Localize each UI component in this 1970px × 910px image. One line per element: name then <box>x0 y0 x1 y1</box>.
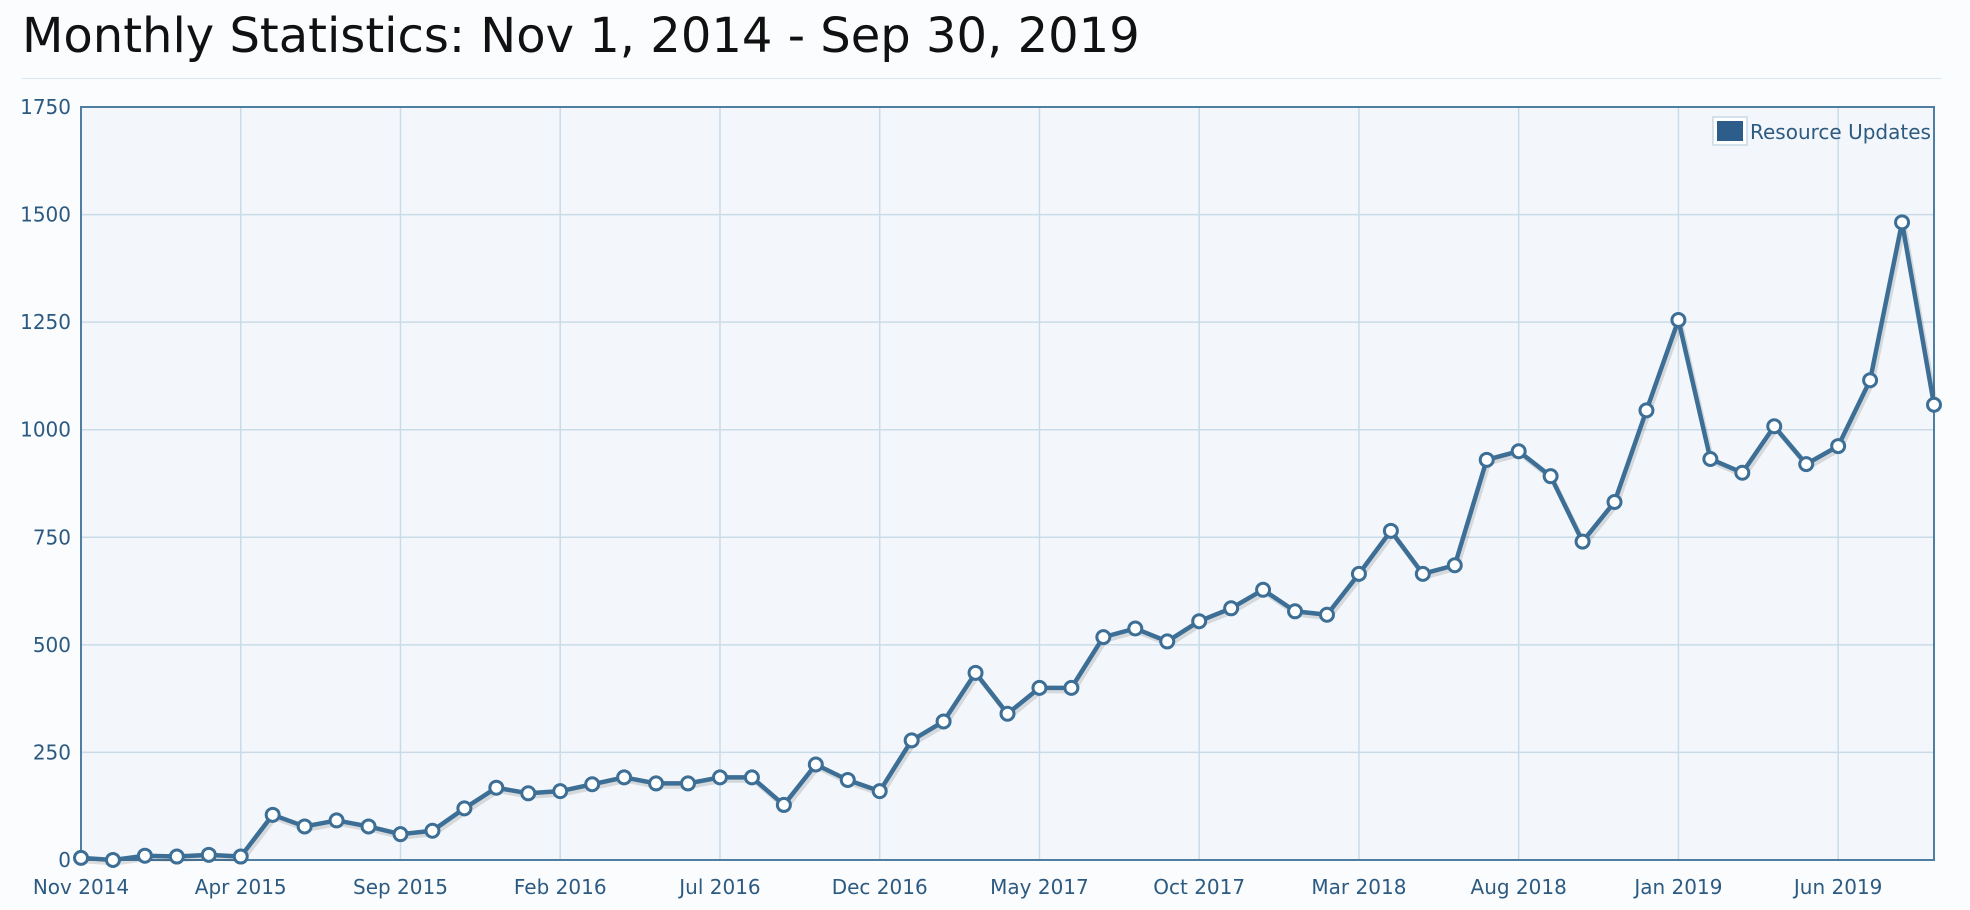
data-point <box>903 732 920 749</box>
data-point <box>1478 451 1495 468</box>
data-point <box>1702 450 1719 467</box>
data-point <box>1063 679 1080 696</box>
x-tick-label: Jun 2019 <box>1792 875 1883 899</box>
data-point <box>1159 633 1176 650</box>
data-point <box>1382 522 1399 539</box>
data-point <box>360 818 377 835</box>
x-tick-label: Sep 2015 <box>353 875 448 899</box>
data-point <box>1318 606 1335 623</box>
x-tick-label: Mar 2018 <box>1311 875 1406 899</box>
data-point <box>392 826 409 843</box>
data-point <box>1255 581 1272 598</box>
data-point <box>680 775 697 792</box>
x-tick-label: May 2017 <box>990 875 1089 899</box>
y-axis-ticks: 0 250 500 750 1000 1250 1500 1750 <box>20 95 71 872</box>
y-tick-label: 1750 <box>20 95 71 119</box>
y-tick-label: 0 <box>58 848 71 872</box>
legend-swatch <box>1717 121 1743 141</box>
data-point <box>1830 438 1847 455</box>
data-point <box>1287 603 1304 620</box>
y-tick-label: 1500 <box>20 203 71 227</box>
data-point <box>743 769 760 786</box>
plot-area <box>81 107 1934 860</box>
y-tick-label: 1000 <box>20 418 71 442</box>
title-divider <box>22 78 1942 79</box>
plot-frame <box>80 106 1935 861</box>
data-point <box>1542 468 1559 485</box>
data-point <box>1446 557 1463 574</box>
data-point <box>616 769 633 786</box>
y-tick-label: 500 <box>33 633 71 657</box>
data-point <box>1798 456 1815 473</box>
x-tick-label: Oct 2017 <box>1153 875 1245 899</box>
data-point <box>1926 396 1942 413</box>
data-point <box>1606 494 1623 511</box>
data-point <box>168 848 185 865</box>
data-point <box>1223 600 1240 617</box>
data-point <box>1095 629 1112 646</box>
data-point <box>520 785 537 802</box>
data-point <box>328 812 345 829</box>
data-point <box>935 713 952 730</box>
series-resource-updates <box>73 214 1942 868</box>
data-point <box>807 756 824 773</box>
legend: Resource Updates <box>1712 116 1931 146</box>
y-tick-label: 1250 <box>20 310 71 334</box>
data-point <box>1350 565 1367 582</box>
data-point <box>1862 372 1879 389</box>
data-point <box>488 779 505 796</box>
data-point <box>1031 679 1048 696</box>
data-point <box>967 664 984 681</box>
data-point <box>552 783 569 800</box>
x-tick-label: Apr 2015 <box>195 875 287 899</box>
data-point <box>264 806 281 823</box>
x-tick-label: Dec 2016 <box>832 875 928 899</box>
data-point <box>200 846 217 863</box>
data-point <box>1670 311 1687 328</box>
data-point <box>711 769 728 786</box>
data-point <box>775 796 792 813</box>
data-point <box>1127 620 1144 637</box>
x-tick-label: Jan 2019 <box>1632 875 1722 899</box>
page-title: Monthly Statistics: Nov 1, 2014 - Sep 30… <box>22 8 1140 64</box>
data-point <box>424 822 441 839</box>
data-point <box>73 849 89 866</box>
data-point <box>1191 613 1208 630</box>
data-point <box>648 775 665 792</box>
x-axis-ticks: Nov 2014 Apr 2015 Sep 2015 Feb 2016 Jul 2016… <box>33 875 1883 899</box>
x-tick-label: Jul 2016 <box>677 875 760 899</box>
data-point <box>232 848 249 865</box>
data-point <box>296 818 313 835</box>
data-point <box>999 705 1016 722</box>
data-point <box>584 776 601 793</box>
data-point <box>1510 443 1527 460</box>
data-point <box>1766 418 1783 435</box>
legend-label: Resource Updates <box>1750 120 1931 144</box>
data-point <box>136 847 153 864</box>
data-point <box>1734 464 1751 481</box>
x-tick-label: Nov 2014 <box>33 875 129 899</box>
x-tick-label: Feb 2016 <box>514 875 607 899</box>
data-point <box>456 800 473 817</box>
data-point <box>1574 533 1591 550</box>
data-point <box>871 783 888 800</box>
data-point <box>1638 402 1655 419</box>
y-tick-label: 250 <box>33 740 71 764</box>
data-point <box>1414 565 1431 582</box>
y-tick-label: 750 <box>33 525 71 549</box>
data-point <box>1894 214 1911 231</box>
data-point <box>839 771 856 788</box>
data-point <box>104 852 121 868</box>
x-tick-label: Aug 2018 <box>1471 875 1567 899</box>
